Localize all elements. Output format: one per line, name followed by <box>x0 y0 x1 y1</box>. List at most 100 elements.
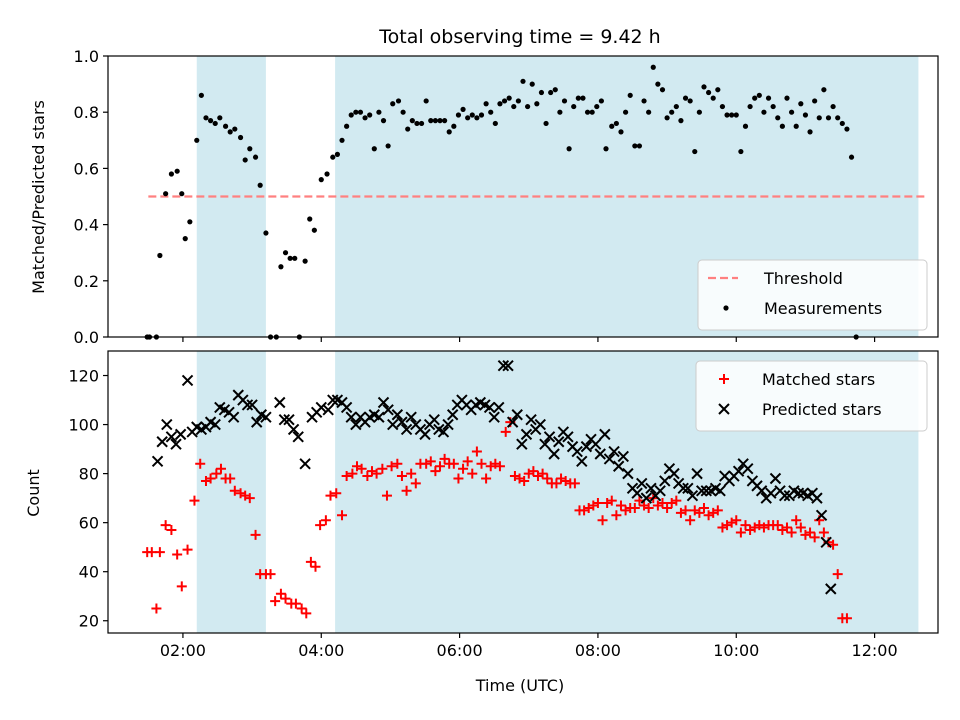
matched-star-point <box>275 588 286 599</box>
predicted-star-point <box>765 487 777 499</box>
measurement-point <box>543 120 549 127</box>
measurement-point <box>311 227 317 233</box>
measurement-point <box>432 118 438 124</box>
matched-star-point <box>296 603 307 614</box>
measurement-point <box>511 103 517 110</box>
measurement-point <box>696 109 702 115</box>
predicted-star-point <box>387 418 399 431</box>
predicted-star-point <box>400 423 413 436</box>
measurement-point <box>247 146 253 152</box>
x-axis-label: Time (UTC) <box>475 676 564 695</box>
measurement-point <box>636 143 643 149</box>
predicted-star-point <box>251 416 263 428</box>
predicted-star-point <box>488 411 500 423</box>
predicted-star-point <box>562 431 574 443</box>
x-tick-label: 10:00 <box>713 641 759 660</box>
measurement-point <box>802 112 809 118</box>
measurement-point <box>414 120 420 127</box>
measurement-point <box>594 103 600 110</box>
predicted-star-point <box>769 472 782 485</box>
matched-star-point <box>809 532 820 543</box>
measurement-point <box>465 115 471 121</box>
predicted-star-point <box>327 394 339 406</box>
top-legend: Threshold Measurements <box>697 259 928 331</box>
matched-star-point <box>740 520 751 531</box>
bottom-legend-box <box>695 360 928 432</box>
measurement-point <box>318 177 324 183</box>
predicted-star-point <box>742 462 754 475</box>
predicted-star-point <box>511 409 523 421</box>
matched-star-point <box>301 608 312 619</box>
matched-star-point <box>694 507 705 518</box>
predicted-star-point <box>278 413 291 426</box>
measurement-point <box>395 98 402 104</box>
measurement-point <box>552 87 558 93</box>
predicted-star-point <box>287 423 300 436</box>
measurement-point <box>483 101 489 107</box>
matched-star-point <box>435 461 445 472</box>
measurement-point <box>641 98 647 104</box>
measurement-point <box>761 109 767 115</box>
matched-star-point <box>698 502 709 513</box>
predicted-star-point <box>682 482 694 495</box>
measurement-point <box>779 123 785 129</box>
matched-star-point <box>657 498 668 509</box>
predicted-star-point <box>260 411 272 423</box>
measurement-point <box>203 115 209 121</box>
predicted-star-point <box>437 426 450 438</box>
bottom-legend-label: Matched stars <box>762 370 875 389</box>
predicted-star-point <box>576 455 588 468</box>
predicted-star-point <box>580 440 593 453</box>
matched-star-point <box>606 495 617 506</box>
predicted-star-point <box>732 465 745 477</box>
measurement-point <box>848 154 855 160</box>
measurement-point <box>179 191 185 197</box>
predicted-star-point <box>645 482 657 495</box>
predicted-star-point <box>181 374 194 387</box>
measurement-point <box>182 236 188 242</box>
measurement-point <box>418 120 425 127</box>
bottom-axes-frame <box>107 350 939 634</box>
matched-star-point <box>680 505 691 516</box>
matched-star-point <box>476 458 487 469</box>
measurement-point <box>237 134 244 141</box>
predicted-star-point <box>419 428 431 441</box>
measurement-point <box>252 154 259 160</box>
measurement-point <box>157 252 163 259</box>
measurement-point <box>282 250 289 256</box>
predicted-star-point <box>695 485 708 497</box>
matched-star-point <box>685 515 696 526</box>
measurement-point <box>168 171 175 177</box>
measurement-point <box>618 129 624 135</box>
matched-star-point <box>320 515 331 526</box>
predicted-star-point <box>246 399 258 411</box>
top-legend-label: Threshold <box>763 269 843 288</box>
measurement-point <box>724 112 730 118</box>
matched-star-point <box>731 515 742 526</box>
predicted-star-point <box>636 477 648 490</box>
measurement-point <box>478 112 485 118</box>
measurement-point <box>788 109 795 115</box>
matched-star-point <box>467 468 478 479</box>
measurement-point <box>733 112 739 118</box>
matched-star-point <box>425 456 436 467</box>
matched-star-point <box>597 515 608 526</box>
measurement-point <box>302 258 308 264</box>
predicted-star-point <box>668 467 680 480</box>
predicted-star-point <box>446 409 459 421</box>
measurement-point <box>353 109 359 115</box>
predicted-star-point <box>525 413 537 426</box>
matched-star-point <box>270 596 281 607</box>
measurement-point <box>442 118 448 124</box>
matched-star-point <box>189 495 200 506</box>
matched-star-point <box>337 510 348 521</box>
measurement-point <box>357 109 364 115</box>
top-legend-label: Measurements <box>764 299 882 318</box>
predicted-star-point <box>283 413 295 426</box>
predicted-star-point <box>820 536 832 548</box>
predicted-star-point <box>299 458 311 470</box>
predicted-star-point <box>603 453 616 465</box>
predicted-star-point <box>506 416 519 428</box>
predicted-star-point <box>315 401 327 414</box>
measurement-point <box>589 109 595 115</box>
